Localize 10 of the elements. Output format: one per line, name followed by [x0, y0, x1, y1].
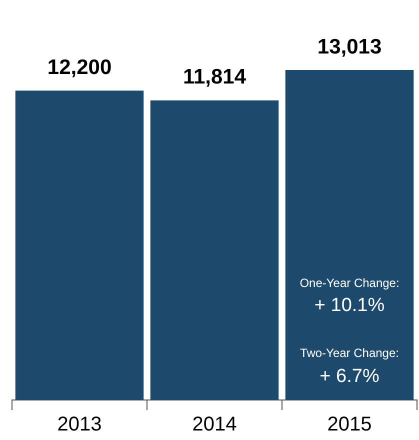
annotation: Two-Year Change:: [300, 346, 399, 360]
data-label: 11,814: [182, 66, 246, 89]
annotation: + 10.1%: [314, 295, 385, 316]
data-label: 13,013: [317, 35, 382, 58]
x-tick-label: 2015: [327, 414, 372, 436]
x-tick-label: 2013: [57, 414, 102, 436]
annotation: + 6.7%: [320, 366, 380, 387]
x-tick-label: 2014: [192, 414, 237, 436]
annotation: One-Year Change:: [300, 276, 400, 290]
data-label: 12,200: [47, 56, 112, 79]
